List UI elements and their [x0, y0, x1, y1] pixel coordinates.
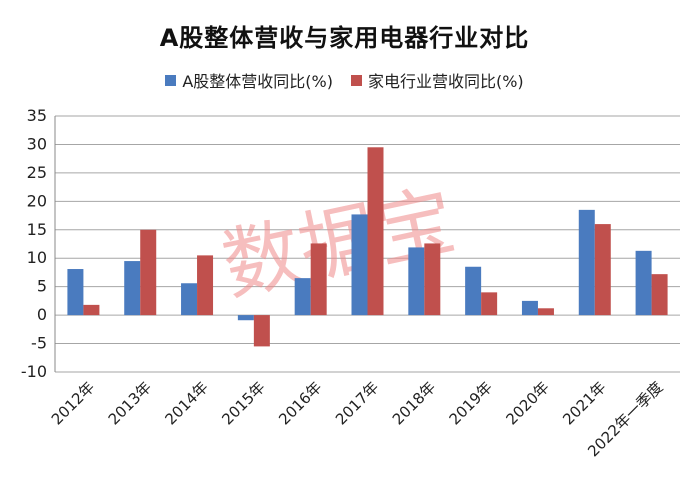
- x-tick-label: 2015年: [218, 378, 268, 428]
- bar-series-a: [578, 209, 595, 316]
- bar-series-a: [635, 250, 652, 316]
- bar-series-b: [594, 224, 611, 316]
- bar-series-a: [67, 269, 84, 316]
- bar-series-b: [140, 229, 157, 316]
- y-tick-label: -5: [31, 334, 47, 353]
- x-tick-label: 2020年: [502, 378, 552, 428]
- bar-series-b: [310, 243, 327, 316]
- bar-series-a: [351, 214, 368, 316]
- bar-series-a: [294, 278, 311, 316]
- x-tick-label: 2021年: [559, 378, 609, 428]
- bar-series-a: [521, 300, 538, 316]
- bar-series-a: [181, 283, 198, 316]
- bar-series-a: [465, 266, 482, 316]
- bar-series-b: [651, 274, 668, 316]
- bar-series-a: [237, 315, 254, 321]
- y-tick-label: 0: [37, 305, 47, 324]
- x-tick-label: 2019年: [446, 378, 496, 428]
- bar-series-b: [253, 315, 270, 347]
- bar-series-b: [481, 292, 498, 316]
- chart-title: A股整体营收与家用电器行业对比: [159, 24, 530, 52]
- legend-label-series-a: A股整体营收同比(%): [182, 72, 333, 91]
- legend-swatch-series-a: [165, 74, 177, 86]
- legend-swatch-series-b: [350, 74, 362, 86]
- y-tick-label: 15: [27, 220, 47, 239]
- y-tick-label: 10: [27, 248, 47, 267]
- bar-series-b: [367, 147, 384, 316]
- y-tick-label: 30: [27, 134, 47, 153]
- bar-series-b: [537, 308, 554, 316]
- x-tick-label: 2018年: [389, 378, 439, 428]
- x-tick-label: 2014年: [162, 378, 212, 428]
- bar-series-a: [124, 261, 141, 316]
- y-tick-label: 5: [37, 277, 47, 296]
- x-tick-label: 2013年: [105, 378, 155, 428]
- legend-item-series-a: A股整体营收同比(%): [165, 68, 333, 92]
- bar-series-b: [83, 304, 100, 316]
- y-tick-label: 35: [27, 106, 47, 125]
- x-tick-label: 2012年: [48, 378, 98, 428]
- chart-legend: A股整体营收同比(%) 家电行业营收同比(%): [0, 68, 689, 92]
- legend-item-series-b: 家电行业营收同比(%): [350, 68, 524, 92]
- y-tick-label: 25: [27, 163, 47, 182]
- bar-series-b: [424, 243, 441, 316]
- bar-series-b: [197, 255, 214, 316]
- bar-series-a: [408, 247, 425, 316]
- x-tick-label: 2017年: [332, 378, 382, 428]
- legend-label-series-b: 家电行业营收同比(%): [367, 72, 524, 91]
- x-tick-label: 2016年: [275, 378, 325, 428]
- y-tick-label: 20: [27, 191, 47, 210]
- y-tick-label: -10: [21, 362, 47, 381]
